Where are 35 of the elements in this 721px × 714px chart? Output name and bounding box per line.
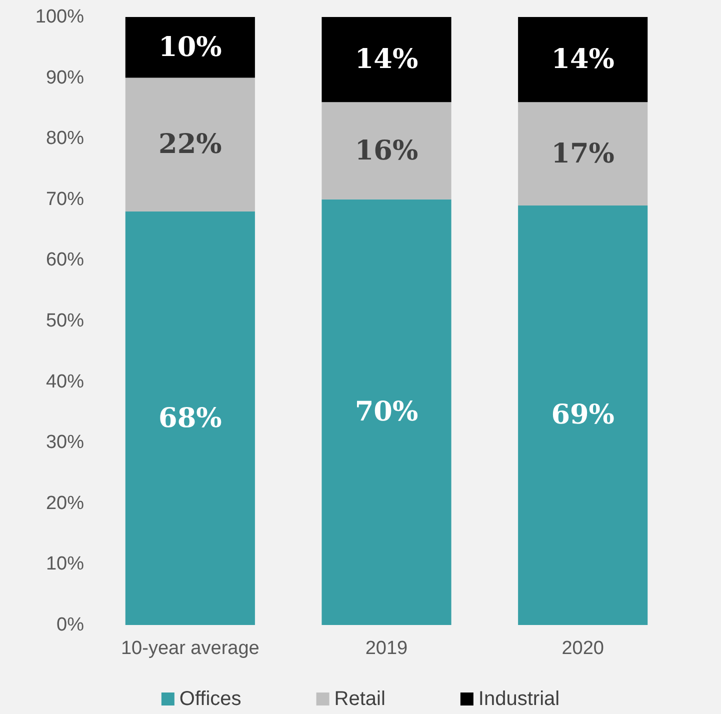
y-tick-label: 100% (35, 6, 84, 28)
x-tick-label: 2020 (562, 638, 604, 659)
bar (518, 17, 648, 102)
data-label: 17% (551, 138, 614, 170)
y-tick-label: 10% (46, 554, 84, 575)
y-tick-label: 40% (46, 371, 84, 392)
bar (125, 78, 255, 212)
x-tick-label: 10-year average (120, 638, 260, 659)
bar (322, 199, 452, 625)
y-tick-label: 70% (46, 188, 84, 210)
data-label: 14% (354, 44, 418, 76)
y-tick-label: 30% (46, 432, 84, 454)
bar (125, 17, 255, 78)
data-label: 22% (158, 129, 222, 160)
legend-label: Retail (334, 688, 386, 710)
y-tick-label: 80% (46, 128, 84, 150)
bar (322, 17, 452, 102)
data-label: 14% (551, 44, 614, 76)
bar (125, 212, 255, 625)
bar (322, 102, 452, 200)
legend-label: Industrial (478, 688, 560, 710)
bar (518, 102, 648, 206)
legend-label: Offices (179, 688, 242, 710)
y-tick-label: 90% (46, 67, 84, 88)
data-label: 69% (551, 400, 614, 431)
data-label: 16% (354, 135, 418, 166)
data-label: 70% (354, 396, 418, 428)
x-tick-label: 2019 (365, 638, 408, 659)
data-label: 10% (158, 32, 222, 63)
y-tick-label: 50% (46, 310, 84, 332)
y-tick-label: 20% (46, 492, 84, 514)
y-tick-label: 0% (56, 614, 84, 636)
data-label: 68% (158, 402, 222, 434)
y-tick-label: 60% (46, 250, 84, 271)
bar (518, 205, 648, 625)
